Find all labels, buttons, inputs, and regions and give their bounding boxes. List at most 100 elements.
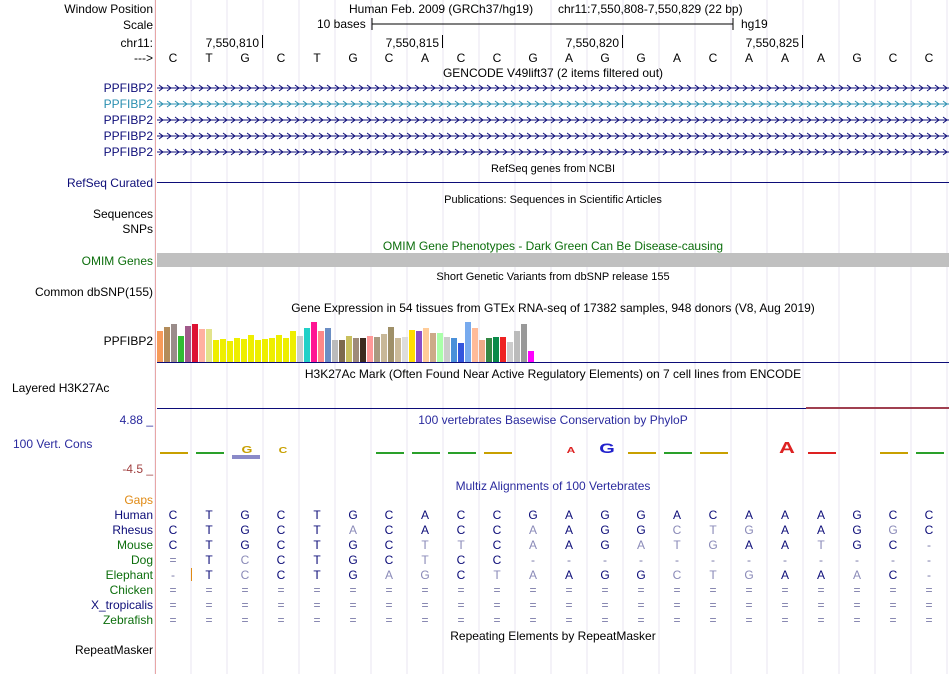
gtex-tissue-bar[interactable] <box>213 340 219 362</box>
gtex-tissue-bar[interactable] <box>493 337 499 362</box>
gtex-tissue-bar[interactable] <box>234 338 240 362</box>
gtex-tissue-bar[interactable] <box>360 338 366 362</box>
gtex-tissue-bar[interactable] <box>339 340 345 362</box>
gencode-transcript-line[interactable] <box>157 131 949 141</box>
gtex-tissue-bar[interactable] <box>416 331 422 362</box>
strand-arrow <box>814 132 820 140</box>
strand-arrow <box>222 132 228 140</box>
publications-snps-label[interactable]: SNPs <box>122 222 153 236</box>
gtex-tissue-bar[interactable] <box>164 327 170 362</box>
gtex-tissue-bar[interactable] <box>486 338 492 362</box>
multiz-species-label[interactable]: Elephant <box>105 568 153 582</box>
gtex-tissue-bar[interactable] <box>178 336 184 362</box>
gtex-tissue-bar[interactable] <box>500 337 506 362</box>
gencode-transcript-label[interactable]: PPFIBP2 <box>103 113 153 127</box>
multiz-species-label[interactable]: Zebrafish <box>102 613 153 627</box>
gtex-tissue-bar[interactable] <box>381 334 387 362</box>
strand-arrow <box>214 148 220 156</box>
gtex-tissue-bar[interactable] <box>304 328 310 362</box>
gtex-tissue-bar[interactable] <box>199 329 205 362</box>
gtex-tissue-bar[interactable] <box>276 335 282 362</box>
strand-arrow <box>382 132 388 140</box>
gtex-tissue-bar[interactable] <box>290 331 296 362</box>
gtex-tissue-bar[interactable] <box>458 343 464 362</box>
multiz-species-label[interactable]: Mouse <box>116 538 153 552</box>
gtex-tissue-bar[interactable] <box>325 328 331 362</box>
gtex-tissue-bar[interactable] <box>283 338 289 362</box>
multiz-species-label[interactable]: Dog <box>130 553 153 567</box>
gtex-tissue-bar[interactable] <box>409 330 415 362</box>
gencode-transcript-label[interactable]: PPFIBP2 <box>103 129 153 143</box>
omim-label[interactable]: OMIM Genes <box>81 254 153 268</box>
strand-arrow <box>230 84 236 92</box>
gtex-label[interactable]: PPFIBP2 <box>103 334 153 348</box>
strand-arrow <box>286 100 292 108</box>
strand-arrow <box>894 132 900 140</box>
gtex-tissue-bar[interactable] <box>297 336 303 362</box>
omim-gene-bar[interactable] <box>157 253 949 267</box>
gtex-tissue-bar[interactable] <box>479 340 485 362</box>
gtex-tissue-bar[interactable] <box>374 337 380 362</box>
gtex-tissue-bar[interactable] <box>402 337 408 362</box>
multiz-base: C <box>384 538 394 552</box>
gtex-tissue-bar[interactable] <box>262 339 268 362</box>
gtex-tissue-bar[interactable] <box>430 333 436 362</box>
multiz-base: = <box>673 583 681 597</box>
multiz-species-label[interactable]: X_tropicalis <box>90 598 153 612</box>
cons-label[interactable]: 100 Vert. Cons <box>13 437 93 451</box>
gtex-tissue-bar[interactable] <box>444 337 450 362</box>
gtex-tissue-bar[interactable] <box>269 338 275 362</box>
gtex-tissue-bar[interactable] <box>395 338 401 362</box>
gtex-tissue-bar[interactable] <box>451 338 457 362</box>
gencode-transcript-label[interactable]: PPFIBP2 <box>103 81 153 95</box>
gtex-tissue-bar[interactable] <box>465 322 471 362</box>
gtex-tissue-bar[interactable] <box>353 338 359 362</box>
gtex-tissue-bar[interactable] <box>157 331 163 362</box>
gtex-tissue-bar[interactable] <box>248 335 254 362</box>
multiz-base: = <box>925 583 933 597</box>
gtex-tissue-bar[interactable] <box>192 324 198 362</box>
gtex-tissue-bar[interactable] <box>227 341 233 362</box>
gtex-expression-chart[interactable] <box>157 315 537 362</box>
gencode-transcript-label[interactable]: PPFIBP2 <box>103 97 153 111</box>
gtex-tissue-bar[interactable] <box>514 331 520 362</box>
gtex-tissue-bar[interactable] <box>423 328 429 362</box>
gtex-tissue-bar[interactable] <box>528 351 534 362</box>
strand-arrow <box>550 100 556 108</box>
multiz-species-label[interactable]: Rhesus <box>112 523 153 537</box>
strand-arrow <box>198 84 204 92</box>
gtex-tissue-bar[interactable] <box>437 333 443 362</box>
gtex-tissue-bar[interactable] <box>472 328 478 362</box>
gencode-transcript-line[interactable] <box>157 115 949 125</box>
gtex-tissue-bar[interactable] <box>206 329 212 362</box>
gtex-tissue-bar[interactable] <box>388 327 394 362</box>
gtex-tissue-bar[interactable] <box>318 331 324 362</box>
h3k27ac-label[interactable]: Layered H3K27Ac <box>12 381 110 395</box>
cons-logo-letter: G <box>242 444 253 455</box>
gtex-tissue-bar[interactable] <box>171 324 177 362</box>
gtex-tissue-bar[interactable] <box>346 336 352 362</box>
dbsnp-label[interactable]: Common dbSNP(155) <box>34 285 153 299</box>
gencode-transcript-line[interactable] <box>157 147 949 157</box>
gencode-transcript-label[interactable]: PPFIBP2 <box>103 145 153 159</box>
gtex-tissue-bar[interactable] <box>185 326 191 362</box>
gtex-tissue-bar[interactable] <box>507 342 513 362</box>
publications-sequences-label[interactable]: Sequences <box>92 207 153 221</box>
strand-arrow <box>342 132 348 140</box>
refseq-gene-line[interactable] <box>157 182 949 183</box>
gtex-tissue-bar[interactable] <box>332 340 338 362</box>
gtex-tissue-bar[interactable] <box>241 339 247 362</box>
gencode-transcript-line[interactable] <box>157 83 949 93</box>
gtex-tissue-bar[interactable] <box>311 322 317 362</box>
strand-arrow <box>646 84 652 92</box>
gtex-tissue-bar[interactable] <box>367 336 373 362</box>
gtex-tissue-bar[interactable] <box>521 324 527 362</box>
gencode-transcript-line[interactable] <box>157 99 949 109</box>
multiz-species-label[interactable]: Chicken <box>109 583 153 597</box>
refseq-label[interactable]: RefSeq Curated <box>66 176 153 190</box>
gtex-tissue-bar[interactable] <box>255 340 261 362</box>
repeatmasker-label[interactable]: RepeatMasker <box>74 643 153 657</box>
gtex-tissue-bar[interactable] <box>220 339 226 362</box>
multiz-species-label[interactable]: Human <box>114 508 153 522</box>
